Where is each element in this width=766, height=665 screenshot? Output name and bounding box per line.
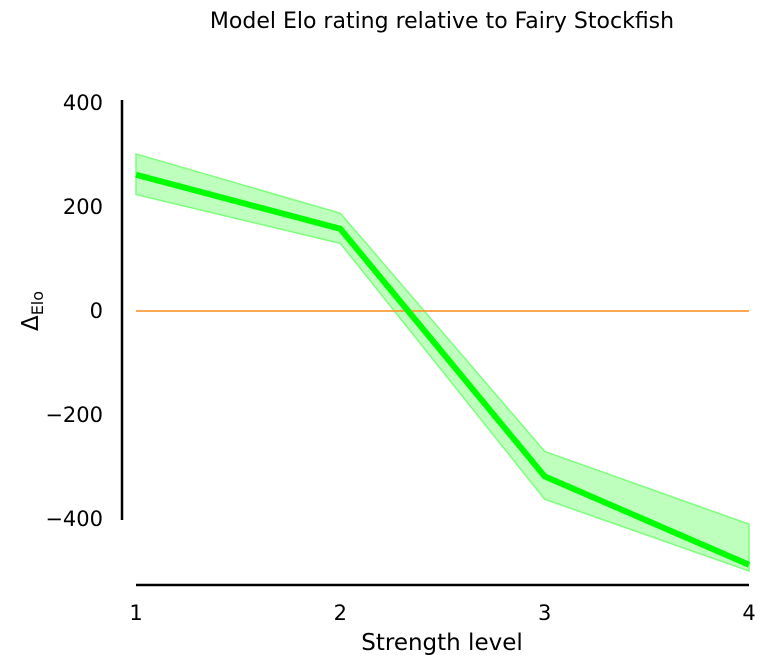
y-tick-label: 400 — [63, 91, 103, 115]
confidence-band — [135, 152, 750, 573]
y-tick-label: −200 — [45, 403, 103, 427]
y-axis-label: ΔElo — [18, 291, 47, 331]
x-tick-label: 2 — [334, 601, 347, 625]
x-tick-label: 3 — [538, 601, 551, 625]
y-axis-label-main: Δ — [18, 315, 44, 331]
svg-text:ΔElo: ΔElo — [18, 291, 47, 331]
x-axis-label: Strength level — [361, 630, 523, 656]
chart-title: Model Elo rating relative to Fairy Stock… — [210, 9, 674, 34]
y-tick-label: −400 — [45, 507, 103, 531]
series-line — [135, 171, 751, 568]
y-tick-label: 200 — [63, 195, 103, 219]
y-axis-label-sub: Elo — [28, 291, 47, 315]
x-tick-label: 4 — [742, 601, 755, 625]
y-tick-label: 0 — [90, 299, 103, 323]
x-tick-label: 1 — [129, 601, 142, 625]
